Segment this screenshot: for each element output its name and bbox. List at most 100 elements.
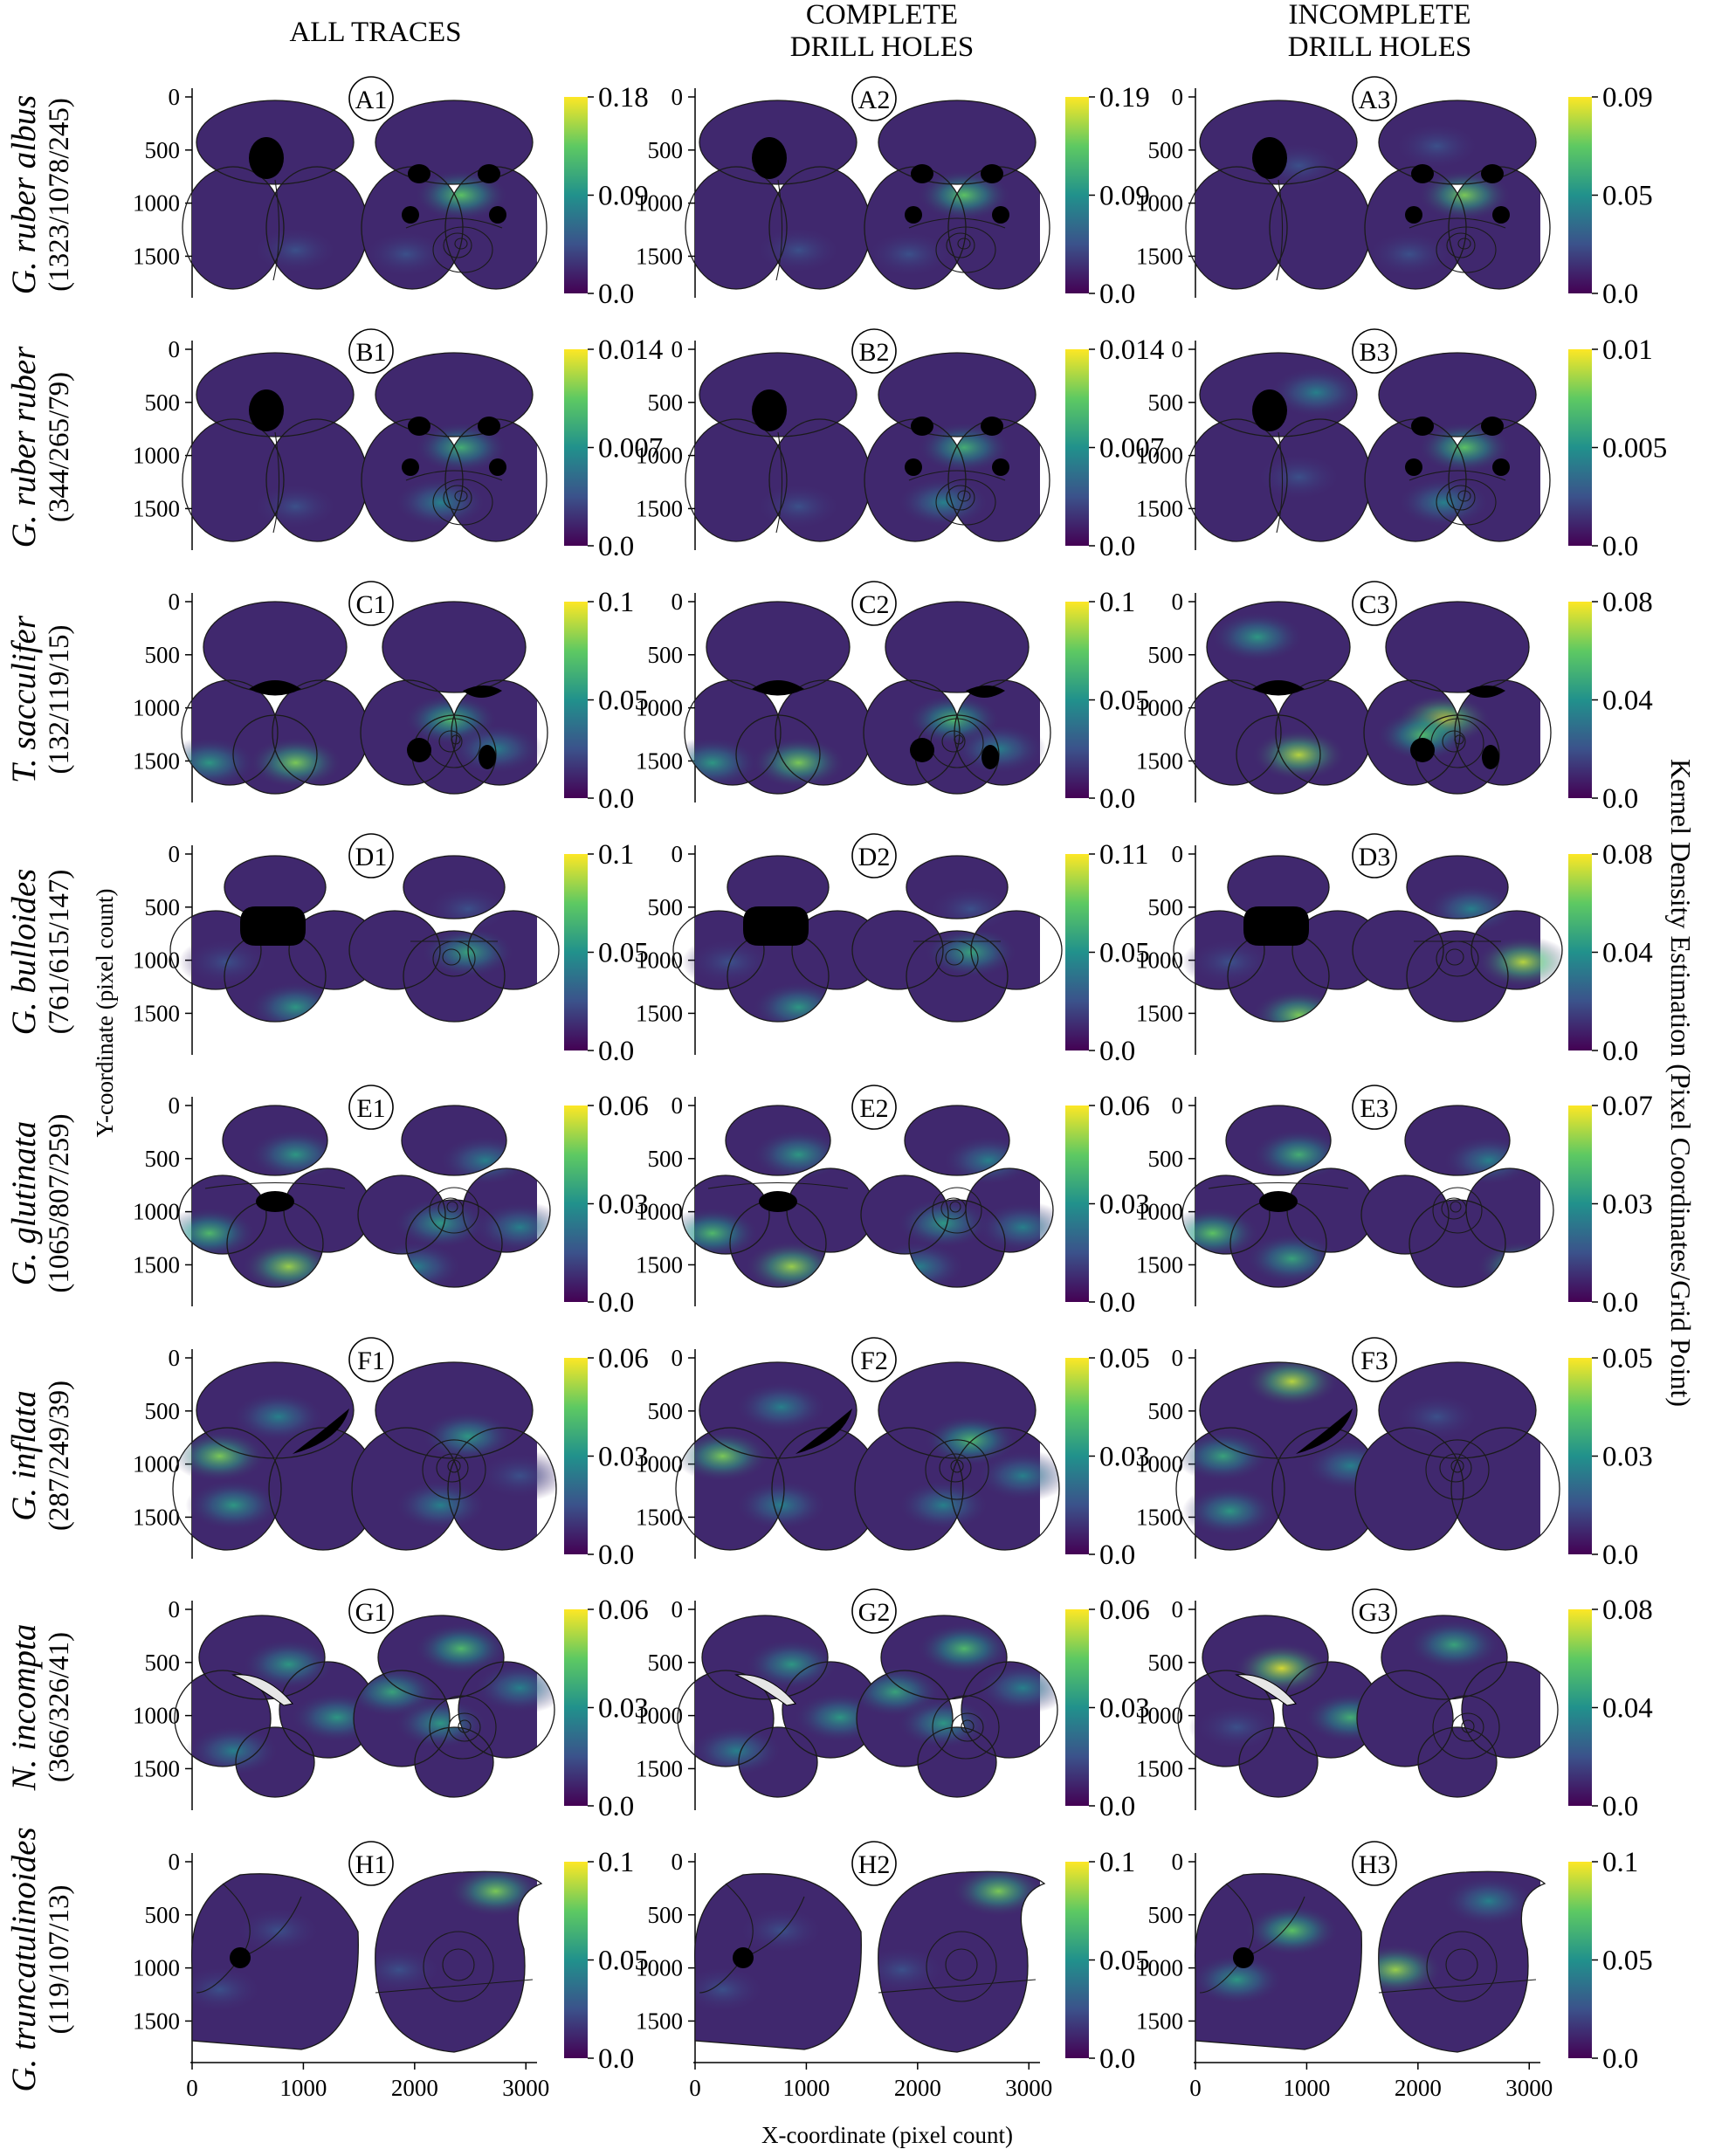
density-hotspot [1395,476,1492,529]
density-hotspot [975,1201,1053,1254]
density-hotspot [240,1638,337,1691]
y-tick-label: 1500 [636,495,683,521]
y-axis-title: Y-coordinate (pixel count) [92,889,118,1138]
species-label: G. glutinata [5,1121,43,1286]
y-tick-label: 1500 [133,495,180,521]
y-tick-label: 1500 [636,747,683,774]
density-hotspot [895,1697,992,1750]
counts-label: (132/119/15) [44,624,75,774]
colorbar-tick-label: 0.0 [1099,1540,1135,1571]
y-tick-label: 1000 [636,695,683,721]
colorbar-tick-label: 0.18 [598,82,649,114]
density-hotspot [1181,1484,1278,1538]
colorbar-tick-label: 0.0 [598,1036,634,1067]
colorbar: 0.014 0.007 0.0 [564,334,663,562]
colorbar-tick-label: 0.007 [598,433,663,465]
density-hotspot [368,1240,465,1288]
panel-G1: 0 500 1000 1500 G1 0.06 0.03 0.0 [133,1588,649,1822]
colorbar-tick-label: 0.005 [1602,433,1667,465]
y-tick-label: 500 [648,1146,684,1172]
density-hotspot [472,1450,556,1502]
panel-B1: 0 500 1000 1500 B1 0.014 0.007 0.0 [133,328,663,562]
counts-label: (1065/807/259) [44,1113,75,1292]
colorbar-tick-label: 0.03 [1602,1189,1653,1221]
density-hotspot [185,1725,282,1777]
species-label: G. bulloides [5,869,43,1036]
colorbar-tick-label: 0.06 [1099,1595,1150,1626]
colorbar-tick-label: 0.05 [1602,1343,1653,1374]
colorbar-tick-label: 0.03 [1099,1189,1150,1221]
panel-label: C2 [858,590,889,619]
panel-C3: 0 500 1000 1500 C3 0.08 0.04 0.0 [1136,581,1653,815]
y-tick-label: 500 [648,137,684,163]
panel-label: G1 [355,1598,388,1627]
colorbar-tick-label: 0.05 [598,685,649,717]
x-axis: 0 1000 2000 3000 [1189,2062,1553,2101]
colorbar-tick-label: 0.05 [1099,938,1150,969]
colorbar: 0.1 0.05 0.0 [564,1847,649,2075]
density-hotspot [688,1725,785,1777]
panel-E2: 0 500 1000 1500 E2 0.06 0.03 0.0 [636,1085,1150,1319]
x-tick-label: 2000 [391,2075,438,2101]
y-tick-label: 1500 [133,1251,180,1278]
aperture [249,389,284,431]
species-label: G. ruber ruber [5,346,43,548]
y-tick-label: 1500 [133,1755,180,1781]
density-hotspot [871,1240,968,1288]
colorbar: 0.1 0.05 0.0 [1065,1847,1150,2075]
aperture [1481,164,1504,183]
panel-A3: 0 500 1000 1500 A3 0.09 0.05 0.0 [1136,76,1653,310]
species-label: G. truncatulinoides [5,1827,43,2091]
colorbar-tick-label: 0.0 [1099,531,1135,562]
density-hotspot [1440,1875,1537,1927]
umbilical-view [1185,352,1372,542]
umbilical-view [675,1361,881,1551]
umbilical-view [677,1615,879,1798]
density-hotspot [694,1963,771,2016]
aperture [759,1191,797,1212]
colorbar-tick-label: 0.05 [1099,685,1150,717]
y-tick-label: 0 [1172,1596,1184,1622]
colorbar: 0.06 0.03 0.0 [1065,1595,1150,1822]
colorbar-tick-label: 0.08 [1602,1595,1653,1626]
column-title-3: INCOMPLETE [1289,0,1471,31]
density-hotspot [733,1381,830,1434]
density-hotspot [916,1622,1013,1675]
aperture [1482,745,1499,769]
y-tick-label: 0 [672,1092,684,1119]
colorbar-tick-label: 0.05 [1099,1946,1150,1977]
density-hotspot [733,1478,830,1532]
y-tick-label: 0 [672,1849,684,1875]
density-hotspot [878,1943,950,1996]
y-tick-label: 1500 [1136,2008,1183,2034]
umbilical-view [1185,100,1372,290]
colorbar-tick-label: 0.03 [598,1189,649,1221]
colorbar-tick-label: 0.06 [598,1091,649,1122]
y-tick-label: 1000 [636,443,683,469]
colorbar: 0.06 0.03 0.0 [564,1595,649,1822]
y-tick-label: 500 [648,1398,684,1424]
y-tick-label: 1000 [636,947,683,974]
density-hotspot [940,1134,1037,1187]
aperture [911,164,933,183]
density-hotspot [375,1943,447,1996]
y-tick-label: 1000 [1136,190,1183,217]
colorbar-tick-label: 0.19 [1099,82,1150,114]
density-hotspot [472,1201,550,1254]
y-tick-label: 1500 [636,1000,683,1026]
y-tick-label: 1500 [133,243,180,269]
y-tick-label: 1500 [1136,747,1183,774]
density-hotspot [750,480,847,533]
y-tick-label: 500 [648,1650,684,1676]
y-tick-label: 500 [1148,642,1184,668]
density-hotspot [392,1197,489,1250]
y-tick-label: 0 [169,84,181,110]
aperture [1492,206,1510,224]
y-tick-label: 500 [145,1146,181,1172]
y-tick-label: 1500 [133,747,180,774]
aperture [1411,164,1434,183]
density-hotspot [1388,120,1485,173]
density-hotspot [1209,610,1306,664]
colorbar-tick-label: 0.09 [1099,181,1150,212]
aperture [1233,1947,1254,1968]
